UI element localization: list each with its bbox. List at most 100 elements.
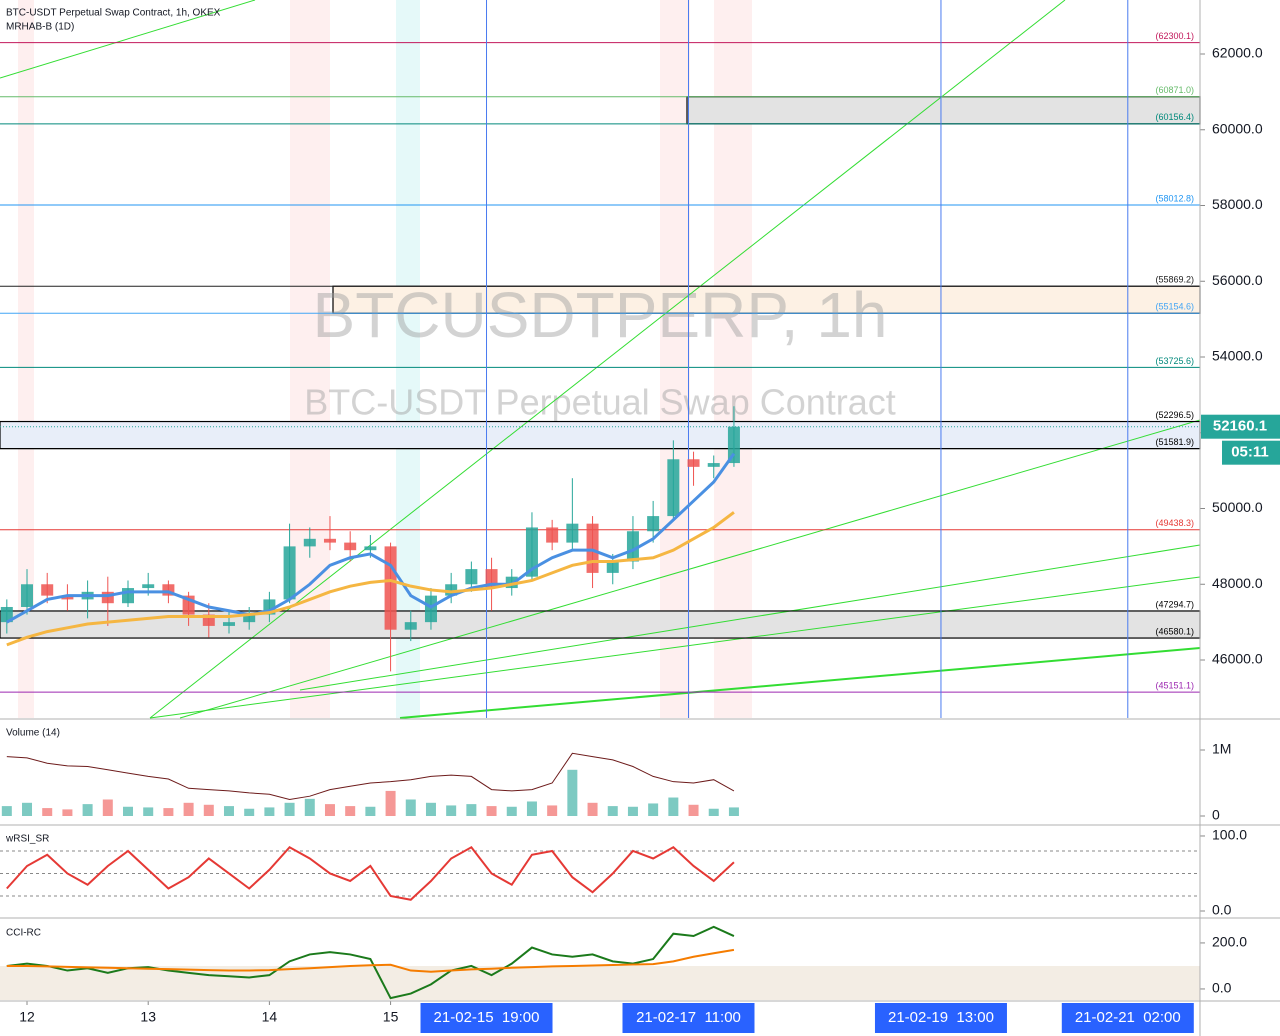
candle-body <box>445 584 458 596</box>
session-bands <box>0 0 1200 1000</box>
moving-average <box>6 511 735 647</box>
volume-bar <box>668 797 679 816</box>
level-label: (60871.0) <box>1155 85 1194 95</box>
y-tick-label: 1M <box>1212 741 1231 757</box>
volume-bar <box>304 798 315 817</box>
candle-body <box>323 538 336 543</box>
candle-body <box>626 531 639 562</box>
level-label: (47294.7) <box>1155 599 1194 609</box>
candle-body <box>404 622 417 630</box>
volume-bar <box>62 809 73 816</box>
candle-body <box>586 523 599 573</box>
zones <box>0 96 1201 639</box>
volume-bar <box>425 802 436 816</box>
volume-bar <box>526 801 537 816</box>
level-label: (46580.1) <box>1155 626 1194 636</box>
volume-bar <box>648 803 659 816</box>
level-label: (45151.1) <box>1155 681 1194 691</box>
zone <box>0 420 1201 450</box>
x-tick-label: 12 <box>19 1009 35 1025</box>
volume-bar <box>466 804 477 816</box>
pane-title: Volume (14) <box>6 728 60 739</box>
volume-bar <box>143 807 154 816</box>
band <box>660 0 690 718</box>
volume-bar <box>587 802 598 816</box>
x-marker-label: 21-02-19 13:00 <box>888 1009 994 1026</box>
level-label: (58012.8) <box>1155 193 1194 203</box>
y-tick-label: 50000.0 <box>1212 499 1263 515</box>
trend-line <box>179 419 1201 719</box>
volume-bar <box>22 802 33 816</box>
x-marker-box <box>1061 1003 1194 1033</box>
volume-bar <box>385 790 396 816</box>
x-marker-label: 21-02-17 11:00 <box>636 1009 741 1026</box>
candle-body <box>61 595 74 600</box>
x-marker-box <box>622 1003 755 1033</box>
candle-body <box>344 542 357 551</box>
level-label: (53725.6) <box>1155 356 1194 366</box>
zone <box>332 285 1201 314</box>
volume-bar <box>324 804 335 816</box>
level-label: (55869.2) <box>1155 275 1194 285</box>
pane-title: wRSI_SR <box>5 834 49 845</box>
trend-line <box>149 576 1201 719</box>
indicator-line <box>6 948 735 973</box>
volume-bar <box>506 806 517 816</box>
candle-body <box>41 584 54 596</box>
y-tick-label: 48000.0 <box>1212 575 1263 591</box>
y-tick-label: 200.0 <box>1212 934 1247 950</box>
volume-bar <box>627 806 638 816</box>
x-tick-label: 15 <box>383 1009 399 1025</box>
candle-body <box>142 584 155 589</box>
volume-bar <box>244 808 255 816</box>
volume-bar <box>708 808 719 816</box>
volume-bar <box>223 806 234 816</box>
level-label: (51581.9) <box>1155 437 1194 447</box>
trend-line <box>299 544 1201 691</box>
volume-bar <box>102 799 113 816</box>
level-label: (55154.6) <box>1155 302 1194 312</box>
y-tick-label: 62000.0 <box>1212 45 1263 61</box>
candle-body <box>283 546 296 600</box>
candle-body <box>505 576 518 589</box>
volume-bar <box>82 804 93 816</box>
last-price-label: 52160.1 <box>1213 418 1267 435</box>
pane-title: CCI-RC <box>6 928 41 939</box>
trend-lines <box>0 0 1201 719</box>
volume-bar <box>728 807 739 816</box>
candle-body <box>202 614 215 626</box>
volume-bar <box>264 807 275 816</box>
y-tick-label: 58000.0 <box>1212 196 1263 212</box>
level-label: (52296.5) <box>1155 410 1194 420</box>
volume-bar <box>1 806 12 816</box>
y-tick-label: 0.0 <box>1212 980 1232 996</box>
volume-bar <box>345 806 356 816</box>
candle-body <box>465 569 478 585</box>
x-marker-box <box>420 1003 553 1033</box>
watermark-subtitle: BTC-USDT Perpetual Swap Contract <box>304 382 896 423</box>
volume-bar <box>486 806 497 816</box>
candle-body <box>424 595 437 623</box>
volume-bar <box>446 805 457 816</box>
level-label: (62300.1) <box>1155 31 1194 41</box>
candle-body <box>727 426 740 464</box>
candle-body <box>222 622 235 626</box>
volume-bar <box>547 805 558 816</box>
trend-line <box>149 0 1066 719</box>
countdown-label: 05:11 <box>1231 444 1269 461</box>
volume-average <box>6 752 735 801</box>
level-label: (60156.4) <box>1155 112 1194 122</box>
x-tick-label: 14 <box>262 1009 278 1025</box>
band <box>18 0 34 718</box>
volume-bar <box>405 799 416 816</box>
volume-bar <box>607 806 618 816</box>
band <box>290 0 330 718</box>
y-tick-label: 46000.0 <box>1212 651 1263 667</box>
watermark: BTCUSDTPERP, 1h <box>313 279 888 351</box>
candle-body <box>303 538 316 547</box>
candle-body <box>384 546 397 630</box>
candle-body <box>0 606 13 623</box>
